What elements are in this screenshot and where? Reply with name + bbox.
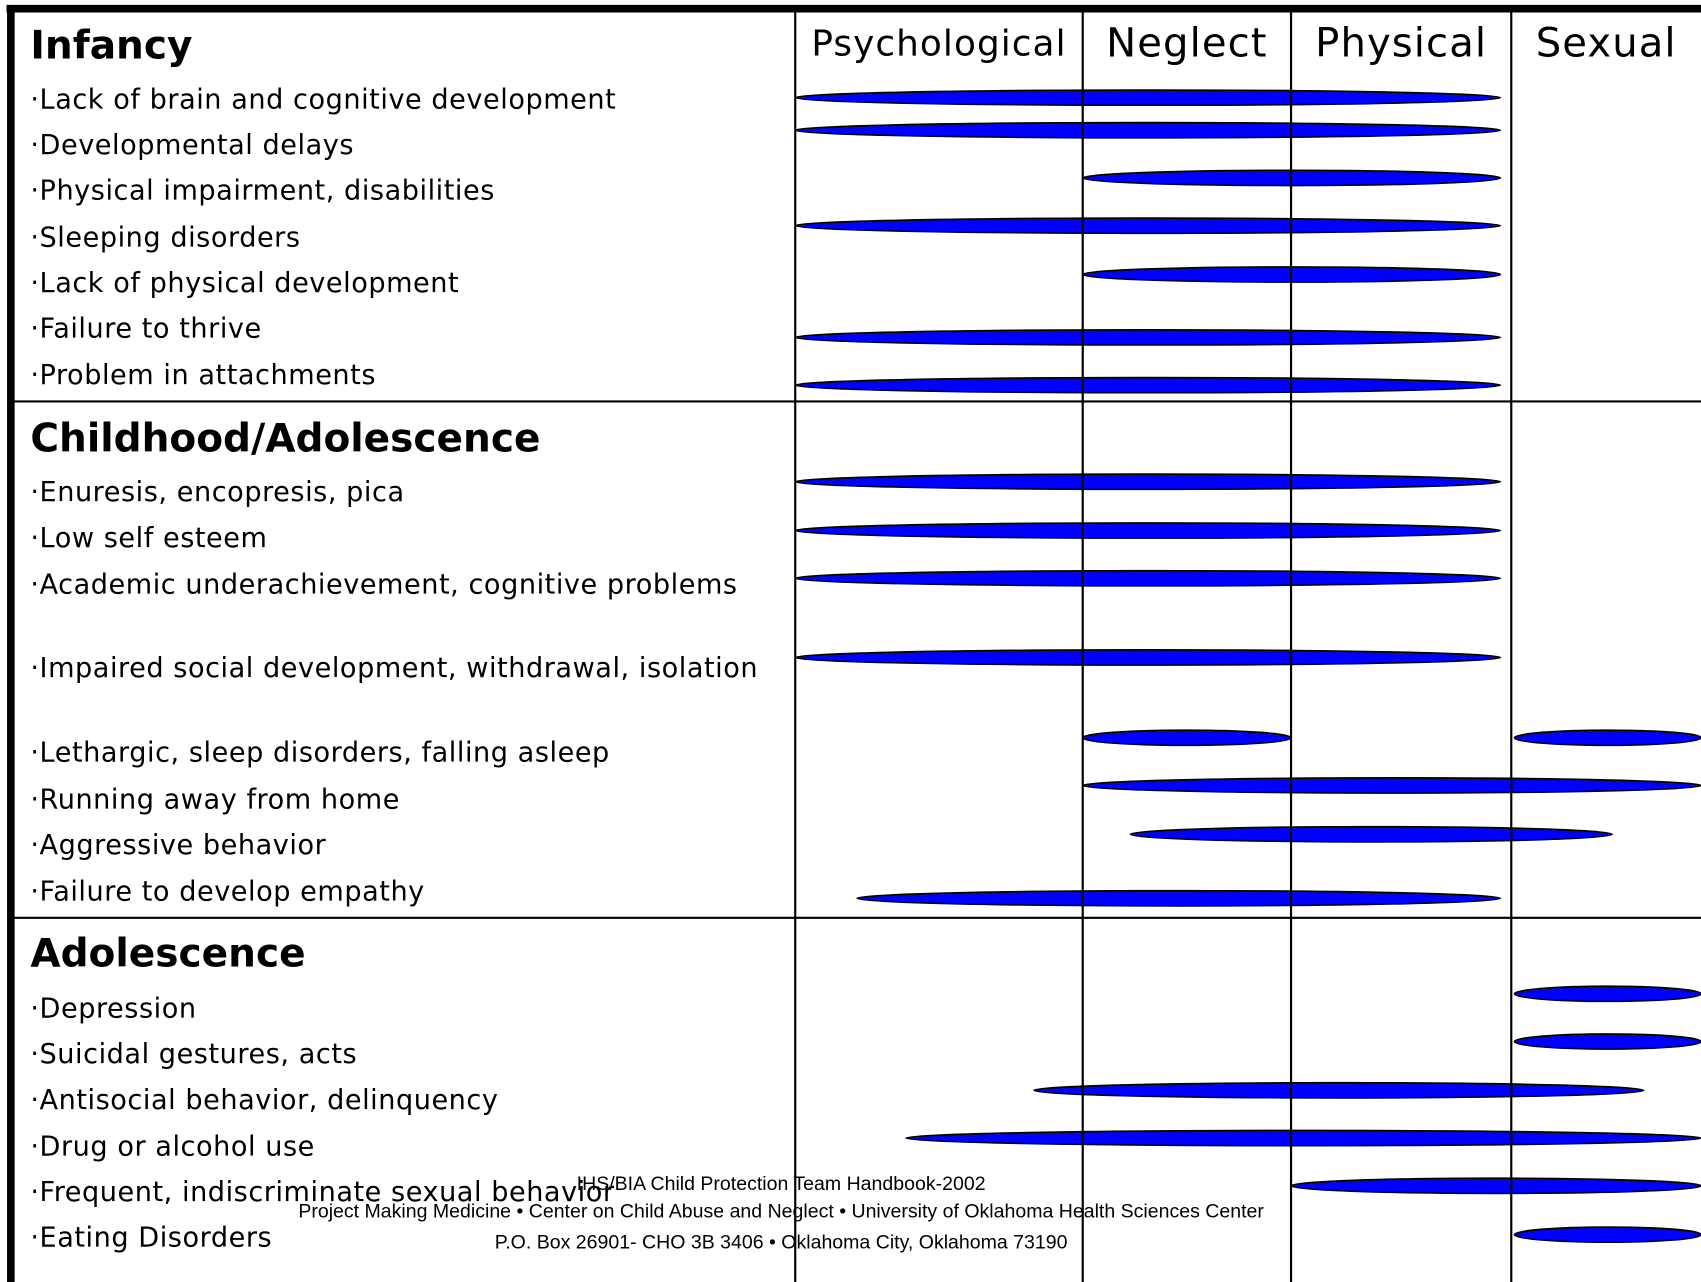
- rules: [10, 8, 1701, 1282]
- column-header: Psychological: [811, 21, 1067, 65]
- item: ·Sleeping disorders: [30, 221, 301, 253]
- footer-line: Project Making Medicine • Center on Chil…: [298, 1199, 1264, 1222]
- item: ·Frequent, indiscriminate sexual behavio…: [30, 1176, 615, 1208]
- indicator: [794, 328, 1502, 346]
- item: ·Antisocial behavior, delinquency: [30, 1083, 499, 1116]
- item: ·Low self esteem: [30, 521, 268, 554]
- item: ·Enuresis, encopresis, pica: [30, 476, 405, 508]
- indicator: [794, 217, 1502, 235]
- column-header: Sexual: [1535, 19, 1677, 67]
- column-header: Physical: [1315, 19, 1488, 67]
- item: ·Physical impairment, disabilities: [30, 174, 495, 207]
- indicator: [1513, 1226, 1701, 1244]
- ellipses: [794, 89, 1701, 1244]
- indicator: [1082, 777, 1701, 794]
- item: ·Aggressive behavior: [30, 828, 327, 861]
- item: ·Failure to develop empathy: [30, 875, 425, 907]
- section-title: Infancy: [30, 23, 193, 69]
- item: ·Drug or alcohol use: [30, 1130, 315, 1162]
- indicator: [794, 121, 1502, 139]
- footer-line: IHS/BIA Child Protection Team Handbook-2…: [576, 1172, 986, 1195]
- indicator: [794, 569, 1502, 587]
- section-title: Childhood/Adolescence: [30, 416, 541, 462]
- item: ·Depression: [30, 992, 197, 1025]
- indicator: [794, 473, 1502, 491]
- indicator: [1129, 825, 1613, 843]
- indicator: [1033, 1081, 1645, 1099]
- indicator: [1081, 729, 1292, 747]
- indicator: [905, 1129, 1701, 1147]
- item: ·Lethargic, sleep disorders, falling asl…: [30, 736, 610, 769]
- item: ·Failure to thrive: [30, 312, 262, 344]
- indicator: [1513, 1033, 1701, 1050]
- indicator: [794, 649, 1502, 666]
- item: ·Eating Disorders: [30, 1221, 273, 1254]
- item: ·Impaired social development, withdrawal…: [30, 652, 759, 684]
- indicator: [856, 889, 1502, 907]
- item: ·Lack of physical development: [30, 266, 460, 299]
- footer-line: P.O. Box 26901- CHO 3B 3406 • Oklahoma C…: [494, 1231, 1068, 1254]
- indicator: [794, 376, 1502, 394]
- indicator: [794, 522, 1502, 539]
- item: ·Developmental delays: [30, 129, 354, 161]
- column-header: Neglect: [1106, 19, 1268, 67]
- item: ·Suicidal gestures, acts: [30, 1038, 358, 1070]
- item: ·Running away from home: [30, 783, 400, 815]
- section-title: Adolescence: [30, 931, 306, 977]
- item: ·Academic underachievement, cognitive pr…: [30, 568, 738, 600]
- indicator: [794, 89, 1502, 107]
- indicator: [1513, 729, 1701, 747]
- item: ·Problem in attachments: [30, 359, 377, 391]
- indicator: [1513, 985, 1701, 1003]
- item: ·Lack of brain and cognitive development: [30, 83, 617, 115]
